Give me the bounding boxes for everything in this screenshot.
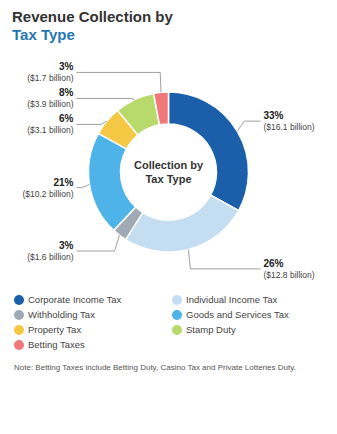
data-label: 3% bbox=[59, 240, 74, 251]
legend-swatch bbox=[172, 295, 182, 305]
legend-item: Stamp Duty bbox=[172, 324, 236, 335]
amount-label: ($12.8 billion) bbox=[264, 270, 315, 280]
amount-label: ($1.7 billion) bbox=[27, 73, 73, 83]
slice bbox=[154, 92, 169, 125]
slices bbox=[88, 92, 248, 252]
leader-line bbox=[77, 98, 135, 99]
legend-label: Individual Income Tax bbox=[186, 294, 277, 305]
amount-label: ($1.6 billion) bbox=[27, 252, 73, 262]
data-label: 33% bbox=[264, 110, 284, 121]
data-label: 21% bbox=[53, 177, 73, 188]
legend-item: Corporate Income Tax bbox=[14, 294, 122, 305]
legend-label: Betting Taxes bbox=[28, 339, 85, 350]
data-label: 6% bbox=[59, 113, 74, 124]
slice bbox=[169, 92, 249, 211]
legend-label: Goods and Services Tax bbox=[186, 309, 289, 320]
amount-label: ($16.1 billion) bbox=[264, 122, 315, 132]
amount-label: ($10.2 billion) bbox=[22, 189, 73, 199]
legend-swatch bbox=[172, 310, 182, 320]
amount-label: ($3.1 billion) bbox=[27, 125, 73, 135]
title: Revenue Collection by bbox=[12, 8, 174, 25]
legend-swatch bbox=[14, 340, 24, 350]
legend-swatch bbox=[172, 325, 182, 335]
subtitle: Tax Type bbox=[12, 26, 75, 43]
leader-line bbox=[77, 72, 161, 92]
leader-line bbox=[237, 121, 260, 131]
legend-label: Stamp Duty bbox=[186, 324, 236, 335]
data-label: 3% bbox=[59, 61, 74, 72]
amount-label: ($3.9 billion) bbox=[27, 99, 73, 109]
legend-label: Property Tax bbox=[28, 324, 81, 335]
leader-line bbox=[77, 121, 107, 124]
data-label: 26% bbox=[264, 258, 284, 269]
legend-item: Goods and Services Tax bbox=[172, 309, 289, 320]
center-text: Collection by bbox=[134, 159, 204, 171]
legend-label: Withholding Tax bbox=[28, 309, 95, 320]
slice bbox=[118, 93, 160, 135]
legend-item: Individual Income Tax bbox=[172, 294, 277, 305]
legend-swatch bbox=[14, 295, 24, 305]
donut: Collection byTax Type33%($16.1 billion)2… bbox=[22, 61, 314, 279]
leader-line bbox=[188, 249, 260, 268]
data-label: 8% bbox=[59, 87, 74, 98]
legend-swatch bbox=[14, 325, 24, 335]
slice bbox=[126, 195, 239, 252]
leader-line bbox=[77, 235, 120, 251]
slice bbox=[88, 133, 135, 230]
legend-swatch bbox=[14, 310, 24, 320]
legend: Corporate Income Tax Individual Income Ta… bbox=[14, 294, 289, 350]
legend-item: Betting Taxes bbox=[14, 339, 85, 350]
legend-item: Withholding Tax bbox=[14, 309, 95, 320]
center-text: Tax Type bbox=[145, 173, 191, 185]
leader-line bbox=[77, 185, 90, 188]
legend-label: Corporate Income Tax bbox=[28, 294, 122, 305]
chart: Revenue Collection byTax TypeCollection … bbox=[0, 0, 337, 434]
data-labels: 33%($16.1 billion)26%($12.8 billion)3%($… bbox=[22, 61, 314, 279]
legend-item: Property Tax bbox=[14, 324, 81, 335]
note-line: Note: Betting Taxes include Betting Duty… bbox=[14, 363, 296, 372]
note: Note: Betting Taxes include Betting Duty… bbox=[14, 363, 296, 372]
